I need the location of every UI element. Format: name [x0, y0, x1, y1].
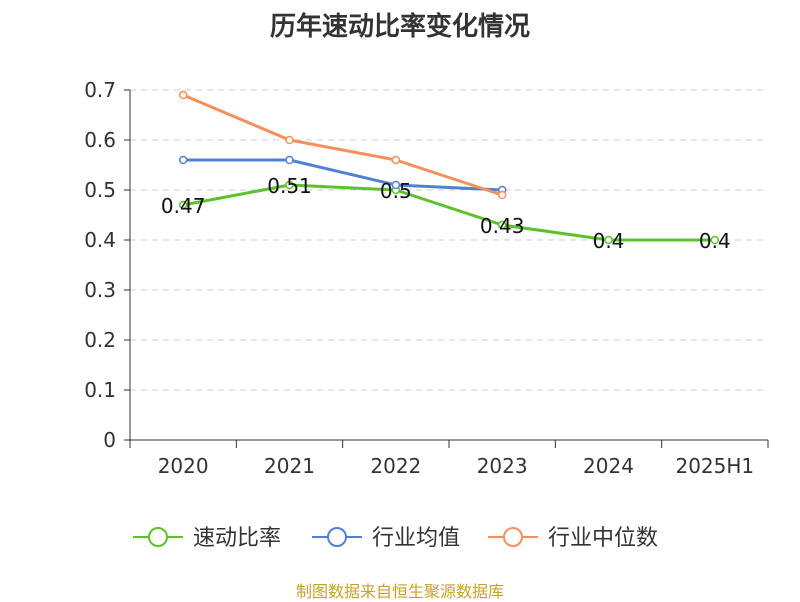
x-tick-label: 2024	[583, 454, 634, 478]
x-tick-label: 2020	[158, 454, 209, 478]
data-label: 0.4	[593, 229, 625, 253]
data-point	[710, 235, 720, 245]
series-line-2	[183, 158, 503, 192]
legend-marker	[503, 527, 523, 547]
legend-label: 行业均值	[372, 526, 460, 551]
data-point	[391, 155, 401, 165]
x-tick-label: 2023	[477, 454, 528, 478]
source-note: 制图数据来自恒生聚源数据库	[295, 582, 504, 601]
legend-label: 速动比率	[193, 526, 281, 551]
x-tick-label: 2022	[370, 454, 421, 478]
data-label: 0.5	[380, 179, 412, 203]
y-tick-label: 0.2	[84, 328, 116, 352]
y-tick-label: 0.7	[84, 78, 116, 102]
data-point	[285, 155, 294, 165]
legend-marker	[148, 527, 168, 547]
data-label: 0.4	[699, 229, 731, 253]
y-tick-label: 0.1	[84, 378, 116, 402]
data-point	[285, 135, 294, 145]
data-label: 0.47	[161, 194, 206, 218]
chart-title: 历年速动比率变化情况	[269, 12, 530, 42]
y-tick-label: 0	[103, 428, 116, 452]
y-tick-label: 0.6	[84, 128, 116, 152]
y-tick-label: 0.5	[84, 178, 116, 202]
legend-item-1: 速动比率	[133, 526, 281, 551]
legend-item-2: 行业均值	[312, 526, 460, 551]
legend-marker	[327, 527, 347, 547]
y-tick-label: 0.4	[84, 228, 116, 252]
x-tick-label: 2021	[264, 454, 315, 478]
series-line-1	[182, 183, 715, 242]
data-point	[391, 180, 401, 190]
data-point	[178, 155, 188, 165]
data-point	[604, 235, 613, 245]
data-point	[497, 190, 507, 200]
data-label: 0.51	[267, 174, 312, 198]
series-line-3	[182, 93, 503, 197]
x-tick-label: 2025H1	[675, 454, 754, 478]
y-tick-label: 0.3	[84, 278, 116, 302]
data-point	[178, 90, 188, 100]
data-point	[285, 180, 294, 190]
legend-item-3: 行业中位数	[488, 526, 658, 551]
data-point	[497, 220, 507, 230]
legend-label: 行业中位数	[548, 526, 658, 551]
data-label: 0.43	[480, 214, 525, 238]
data-point	[178, 200, 188, 210]
